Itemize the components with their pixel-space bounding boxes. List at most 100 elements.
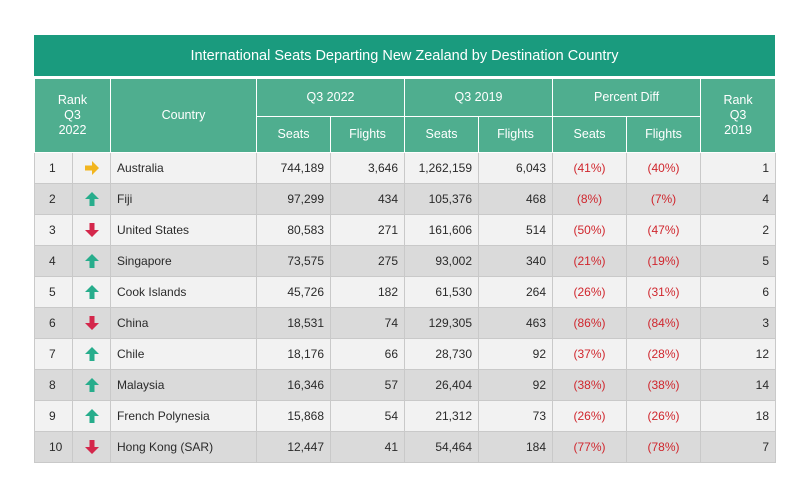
trend-cell <box>71 431 112 463</box>
rank-2019-cell: 18 <box>700 400 777 432</box>
seats-diff-cell: (41%) <box>552 152 628 184</box>
flights-2019-cell: 463 <box>478 307 554 339</box>
header-country: Country <box>110 78 258 153</box>
flights-diff-cell: (26%) <box>626 400 702 432</box>
flights-2022-cell: 3,646 <box>330 152 406 184</box>
flights-2022-cell: 275 <box>330 245 406 277</box>
rank-cell: 1 <box>34 152 73 184</box>
arrow-down-icon <box>84 440 99 454</box>
country-cell: United States <box>110 214 258 246</box>
seats-diff-cell: (26%) <box>552 400 628 432</box>
flights-2019-cell: 6,043 <box>478 152 554 184</box>
country-cell: Hong Kong (SAR) <box>110 431 258 463</box>
trend-cell <box>71 400 112 432</box>
country-cell: French Polynesia <box>110 400 258 432</box>
seats-2019-cell: 161,606 <box>404 214 480 246</box>
header-group-percent-diff: Percent Diff <box>552 78 702 117</box>
table-row: 2 Fiji 97,299 434 105,376 468 (8%) (7%) 4 <box>34 183 777 215</box>
country-cell: Malaysia <box>110 369 258 401</box>
rank-cell: 4 <box>34 245 73 277</box>
rank-2019-cell: 2 <box>700 214 777 246</box>
header-rank-q3-2019: Rank Q3 2019 <box>700 78 777 153</box>
flights-2019-cell: 92 <box>478 369 554 401</box>
seats-2019-cell: 26,404 <box>404 369 480 401</box>
table-title: International Seats Departing New Zealan… <box>34 35 775 78</box>
seats-2019-cell: 93,002 <box>404 245 480 277</box>
flights-diff-cell: (19%) <box>626 245 702 277</box>
trend-cell <box>71 307 112 339</box>
header-flights-2019: Flights <box>478 116 554 153</box>
rank-2019-cell: 7 <box>700 431 777 463</box>
rank-2019-cell: 3 <box>700 307 777 339</box>
flights-2022-cell: 66 <box>330 338 406 370</box>
arrow-up-icon <box>84 378 99 392</box>
table-body: 1 Australia 744,189 3,646 1,262,159 6,043 (41%… <box>34 152 777 463</box>
flights-diff-cell: (31%) <box>626 276 702 308</box>
header-flights-diff: Flights <box>626 116 702 153</box>
seats-2022-cell: 18,531 <box>256 307 332 339</box>
flights-diff-cell: (84%) <box>626 307 702 339</box>
country-cell: Singapore <box>110 245 258 277</box>
arrow-up-icon <box>84 347 99 361</box>
arrow-up-icon <box>84 254 99 268</box>
header-flights-2022: Flights <box>330 116 406 153</box>
flights-2019-cell: 92 <box>478 338 554 370</box>
table-row: 4 Singapore 73,575 275 93,002 340 (21%) (19%) 5 <box>34 245 777 277</box>
seats-diff-cell: (26%) <box>552 276 628 308</box>
arrow-up-icon <box>84 409 99 423</box>
flights-2019-cell: 340 <box>478 245 554 277</box>
table-row: 1 Australia 744,189 3,646 1,262,159 6,043 (41%… <box>34 152 777 184</box>
trend-cell <box>71 245 112 277</box>
rank-2019-cell: 1 <box>700 152 777 184</box>
flights-2019-cell: 264 <box>478 276 554 308</box>
arrow-up-icon <box>84 285 99 299</box>
seats-diff-cell: (38%) <box>552 369 628 401</box>
header-group-q3-2022: Q3 2022 <box>256 78 406 117</box>
arrow-up-icon <box>84 192 99 206</box>
rank-cell: 10 <box>34 431 73 463</box>
flights-2019-cell: 184 <box>478 431 554 463</box>
country-cell: Cook Islands <box>110 276 258 308</box>
seats-2019-cell: 61,530 <box>404 276 480 308</box>
seats-2022-cell: 15,868 <box>256 400 332 432</box>
trend-cell <box>71 183 112 215</box>
trend-cell <box>71 276 112 308</box>
seats-diff-cell: (50%) <box>552 214 628 246</box>
header-seats-diff: Seats <box>552 116 628 153</box>
country-cell: Fiji <box>110 183 258 215</box>
seats-2022-cell: 45,726 <box>256 276 332 308</box>
seats-2019-cell: 129,305 <box>404 307 480 339</box>
seats-diff-cell: (21%) <box>552 245 628 277</box>
seats-2019-cell: 1,262,159 <box>404 152 480 184</box>
table-row: 7 Chile 18,176 66 28,730 92 (37%) (28%) 12 <box>34 338 777 370</box>
header-seats-2022: Seats <box>256 116 332 153</box>
table-row: 5 Cook Islands 45,726 182 61,530 264 (26%) (31%… <box>34 276 777 308</box>
arrow-down-icon <box>84 223 99 237</box>
rank-2019-cell: 12 <box>700 338 777 370</box>
flights-2022-cell: 182 <box>330 276 406 308</box>
table-row: 10 Hong Kong (SAR) 12,447 41 54,464 184 (77%)(… <box>34 431 777 463</box>
rank-cell: 3 <box>34 214 73 246</box>
seats-diff-cell: (8%) <box>552 183 628 215</box>
flights-2022-cell: 57 <box>330 369 406 401</box>
seats-2022-cell: 12,447 <box>256 431 332 463</box>
seats-2019-cell: 21,312 <box>404 400 480 432</box>
flights-2019-cell: 468 <box>478 183 554 215</box>
seats-diff-cell: (77%) <box>552 431 628 463</box>
flights-diff-cell: (47%) <box>626 214 702 246</box>
trend-cell <box>71 369 112 401</box>
rank-2019-cell: 5 <box>700 245 777 277</box>
table-container: International Seats Departing New Zealan… <box>33 35 777 463</box>
flights-diff-cell: (40%) <box>626 152 702 184</box>
trend-cell <box>71 338 112 370</box>
trend-cell <box>71 152 112 184</box>
header-rank-q3-2022: Rank Q3 2022 <box>33 78 112 153</box>
country-cell: Chile <box>110 338 258 370</box>
header-group-q3-2019: Q3 2019 <box>404 78 554 117</box>
table-row: 3 United States 80,583 271 161,606 514 (50%) (4… <box>34 214 777 246</box>
flights-2022-cell: 54 <box>330 400 406 432</box>
flights-2022-cell: 271 <box>330 214 406 246</box>
rank-2019-cell: 14 <box>700 369 777 401</box>
seats-2022-cell: 97,299 <box>256 183 332 215</box>
header-seats-2019: Seats <box>404 116 480 153</box>
